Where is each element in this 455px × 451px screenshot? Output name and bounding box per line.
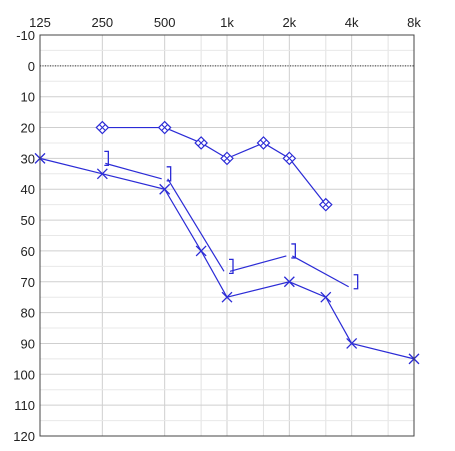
bone-conduction-marker [291, 243, 296, 259]
diamond-marker-cross [223, 154, 231, 162]
bone-conduction-marker [353, 274, 359, 290]
y-tick-labels: -10 0 10 20 30 40 50 60 70 80 90 100 110 120 [13, 28, 35, 444]
y-tick-label: 40 [21, 182, 35, 197]
x-marker [159, 183, 171, 195]
y-tick-label: 90 [21, 336, 35, 351]
bone-conduction-marker [166, 166, 172, 182]
y-tick-label: 20 [21, 121, 35, 136]
plot-frame [39, 34, 415, 437]
y-tick-label: 120 [13, 429, 35, 444]
x-tick-label: 8k [407, 15, 421, 30]
series-line-segment [167, 178, 225, 272]
y-tick-label: 30 [21, 151, 35, 166]
diamond-marker-cross [285, 154, 293, 162]
y-tick-label: 70 [21, 275, 35, 290]
x-tick-label: 1k [220, 15, 234, 30]
series-right-bracket [104, 150, 359, 290]
x-marker [320, 291, 332, 303]
x-marker [283, 276, 295, 288]
x-marker [195, 245, 207, 257]
series-line [102, 126, 327, 206]
series-line-segment [105, 162, 162, 180]
series-layer [34, 120, 420, 365]
x-tick-label: 500 [154, 15, 176, 30]
y-tick-label: -10 [16, 28, 35, 43]
diamond-marker-cross [161, 124, 169, 131]
x-tick-label: 4k [345, 15, 359, 30]
x-tick-labels: 125 250 500 1k 2k 4k 8k [29, 15, 421, 30]
x-marker [346, 338, 358, 349]
diamond-marker-cross [322, 201, 330, 209]
bone-conduction-marker [104, 150, 109, 167]
y-tick-label: 80 [21, 306, 35, 321]
series-line-segment [229, 255, 287, 272]
bone-conduction-marker [229, 258, 234, 274]
x-marker [221, 291, 233, 303]
x-tick-label: 125 [29, 15, 51, 30]
y-tick-label: 50 [21, 213, 35, 228]
series-line-segment [292, 255, 349, 288]
x-marker [96, 168, 108, 180]
series-diamond [95, 120, 333, 212]
diamond-marker-cross [260, 139, 267, 147]
y-tick-label: 60 [21, 244, 35, 259]
diamond-marker-cross [197, 139, 205, 147]
y-tick-label: 0 [28, 59, 35, 74]
diamond-marker-cross [98, 124, 106, 131]
y-tick-label: 100 [13, 367, 35, 382]
x-tick-label: 250 [91, 15, 113, 30]
grid [39, 34, 415, 437]
x-tick-label: 2k [282, 15, 296, 30]
y-tick-label: 10 [21, 90, 35, 105]
series-x [34, 152, 420, 365]
y-tick-label: 110 [14, 398, 35, 413]
